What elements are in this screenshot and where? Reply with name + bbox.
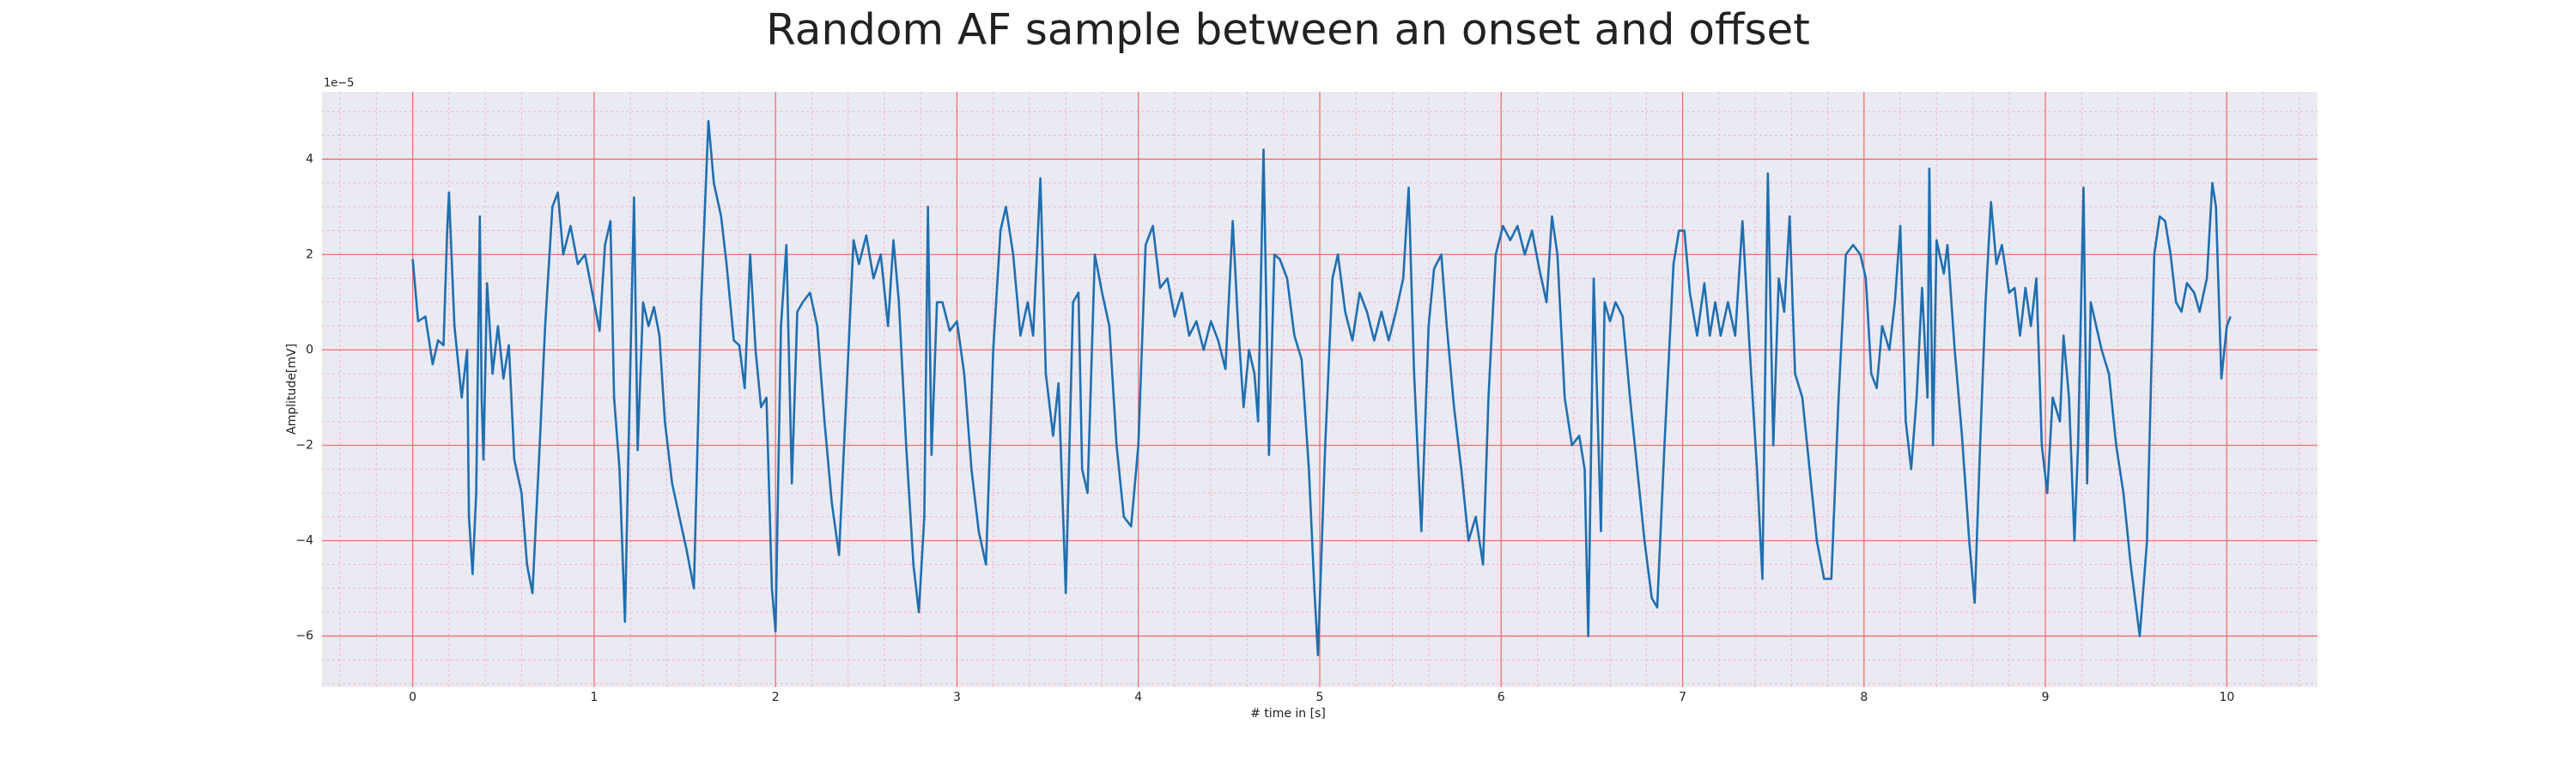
x-tick-label: 10 [2219, 691, 2234, 704]
x-tick-label: 7 [1679, 691, 1686, 704]
y-offset-label: 1e−5 [324, 77, 354, 90]
x-tick-label: 9 [2042, 691, 2050, 704]
x-tick-label: 0 [409, 691, 416, 704]
x-axis-label: # time in [s] [1250, 707, 1326, 721]
y-tick-label: 4 [306, 152, 313, 166]
y-tick-label: 0 [306, 343, 313, 356]
x-tick-label: 6 [1498, 691, 1505, 704]
x-tick-label: 3 [953, 691, 961, 704]
chart-title: Random AF sample between an onset and of… [766, 5, 1810, 55]
y-tick-label: −2 [295, 438, 313, 452]
y-tick-label: −6 [295, 630, 313, 643]
x-tick-label: 8 [1860, 691, 1868, 704]
y-axis-label: Amplitude[mV] [285, 344, 299, 435]
data-line [411, 119, 2232, 657]
x-tick-label: 4 [1134, 691, 1142, 704]
y-tick-label: 2 [306, 247, 313, 261]
y-tick-label: −4 [295, 534, 313, 548]
x-tick-label: 5 [1316, 691, 1324, 704]
x-tick-label: 2 [772, 691, 780, 704]
x-tick-label: 1 [590, 691, 598, 704]
